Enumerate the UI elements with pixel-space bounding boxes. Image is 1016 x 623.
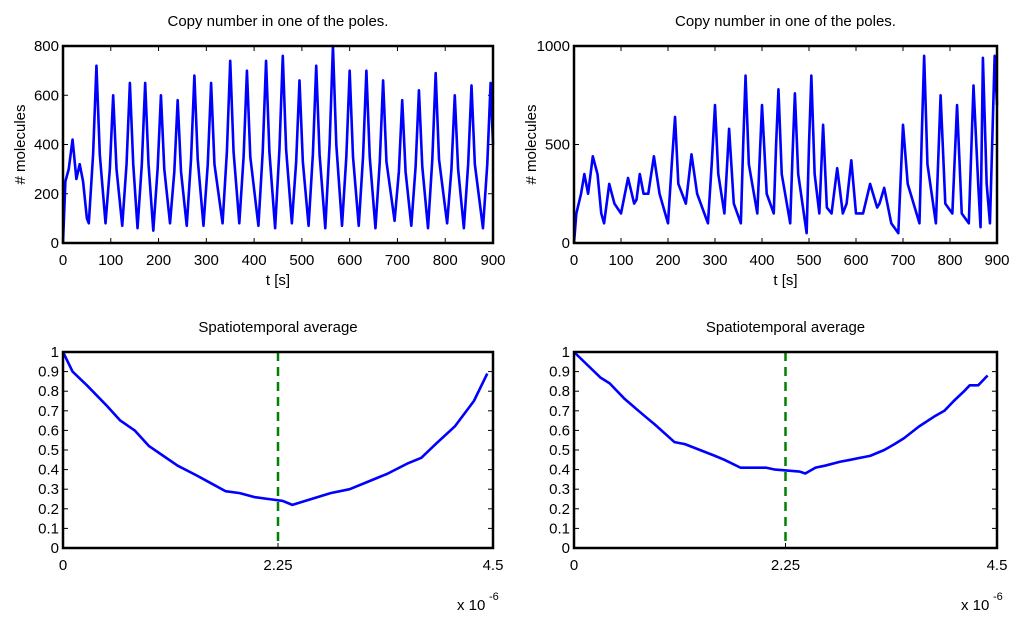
- x-tick-label: 100: [98, 252, 123, 269]
- x-tick-label: 2.25: [771, 557, 800, 574]
- y-tick-label: 0.5: [549, 442, 570, 459]
- y-tick-label: 0.6: [549, 422, 570, 439]
- plot-frame: [61, 44, 495, 245]
- x-tick-label: 800: [937, 252, 962, 269]
- x-tick-label: 700: [385, 252, 410, 269]
- data-line: [572, 54, 999, 244]
- y-tick-label: 0.7: [549, 403, 570, 420]
- y-tick-label: 1: [51, 344, 59, 361]
- y-tick-label: 0.1: [38, 520, 59, 537]
- y-tick-label: 600: [34, 87, 59, 104]
- x-tick-label: 900: [984, 252, 1009, 269]
- x-tick-label: 300: [702, 252, 727, 269]
- subplot: Spatiotemporal average 0 2.25 4.5 0 0.1 0.2 0.3…: [549, 319, 1007, 614]
- x-tick-label: 100: [608, 252, 633, 269]
- x-tick-label: 700: [890, 252, 915, 269]
- y-tick-label: 0: [51, 540, 59, 557]
- y-tick-label: 500: [545, 137, 570, 154]
- y-tick-label: 0.7: [38, 403, 59, 420]
- x-tick-label: 0: [59, 557, 67, 574]
- x-tick-label: 400: [749, 252, 774, 269]
- y-tick-label: 0: [51, 235, 59, 252]
- chart-title: Spatiotemporal average: [198, 319, 357, 336]
- plot-frame: [572, 350, 999, 550]
- x-tick-label: 600: [843, 252, 868, 269]
- data-line: [61, 44, 495, 244]
- x-tick-label: 4.5: [483, 557, 504, 574]
- x-tick-label: 400: [242, 252, 267, 269]
- x-tick-label: 2.25: [263, 557, 292, 574]
- y-tick-label: 0.2: [38, 501, 59, 518]
- subplot: Copy number in one of the poles. 0 100 200 3…: [523, 13, 1010, 289]
- x-tick-label: 500: [796, 252, 821, 269]
- y-tick-label: 0.4: [549, 462, 570, 479]
- subplot: Spatiotemporal average 0 2.25 4.5 0 0.1 0.2 0.3…: [38, 319, 503, 614]
- chart-title: Copy number in one of the poles.: [168, 13, 389, 30]
- x-scale-label: x 10: [961, 597, 989, 614]
- x-tick-label: 200: [146, 252, 171, 269]
- x-tick-label: 4.5: [987, 557, 1008, 574]
- y-tick-label: 0: [562, 235, 570, 252]
- y-tick-label: 0.9: [38, 364, 59, 381]
- x-tick-label: 600: [337, 252, 362, 269]
- chart-title: Copy number in one of the poles.: [675, 13, 896, 30]
- x-tick-label: 0: [59, 252, 67, 269]
- x-scale-exponent: -6: [489, 591, 499, 603]
- x-axis-label: t [s]: [266, 272, 290, 289]
- x-tick-label: 300: [194, 252, 219, 269]
- y-tick-label: 0.9: [549, 364, 570, 381]
- y-tick-label: 0.3: [38, 481, 59, 498]
- plot-frame: [572, 44, 999, 245]
- y-tick-label: 0.4: [38, 462, 59, 479]
- x-tick-label: 0: [570, 252, 578, 269]
- y-tick-label: 400: [34, 137, 59, 154]
- plot-frame: [61, 350, 495, 550]
- y-tick-label: 800: [34, 38, 59, 55]
- y-tick-label: 0.1: [549, 520, 570, 537]
- x-tick-label: 0: [570, 557, 578, 574]
- chart-title: Spatiotemporal average: [706, 319, 865, 336]
- y-axis-label: # molecules: [12, 104, 29, 184]
- x-tick-label: 800: [433, 252, 458, 269]
- y-tick-label: 0.2: [549, 501, 570, 518]
- y-tick-label: 0: [562, 540, 570, 557]
- x-tick-label: 500: [289, 252, 314, 269]
- y-tick-label: 0.6: [38, 422, 59, 439]
- x-axis-label: t [s]: [773, 272, 797, 289]
- y-tick-label: 1000: [537, 38, 570, 55]
- x-scale-exponent: -6: [993, 591, 1003, 603]
- x-tick-label: 900: [480, 252, 505, 269]
- x-scale-label: x 10: [457, 597, 485, 614]
- y-tick-label: 0.8: [549, 383, 570, 400]
- x-tick-label: 200: [655, 252, 680, 269]
- data-line: [573, 351, 989, 475]
- y-tick-label: 1: [562, 344, 570, 361]
- y-tick-label: 0.3: [549, 481, 570, 498]
- y-tick-label: 200: [34, 186, 59, 203]
- y-axis-label: # molecules: [523, 104, 540, 184]
- subplot: Copy number in one of the poles. 0 100 200 3…: [12, 13, 506, 289]
- data-line: [61, 351, 489, 507]
- y-tick-label: 0.5: [38, 442, 59, 459]
- y-tick-label: 0.8: [38, 383, 59, 400]
